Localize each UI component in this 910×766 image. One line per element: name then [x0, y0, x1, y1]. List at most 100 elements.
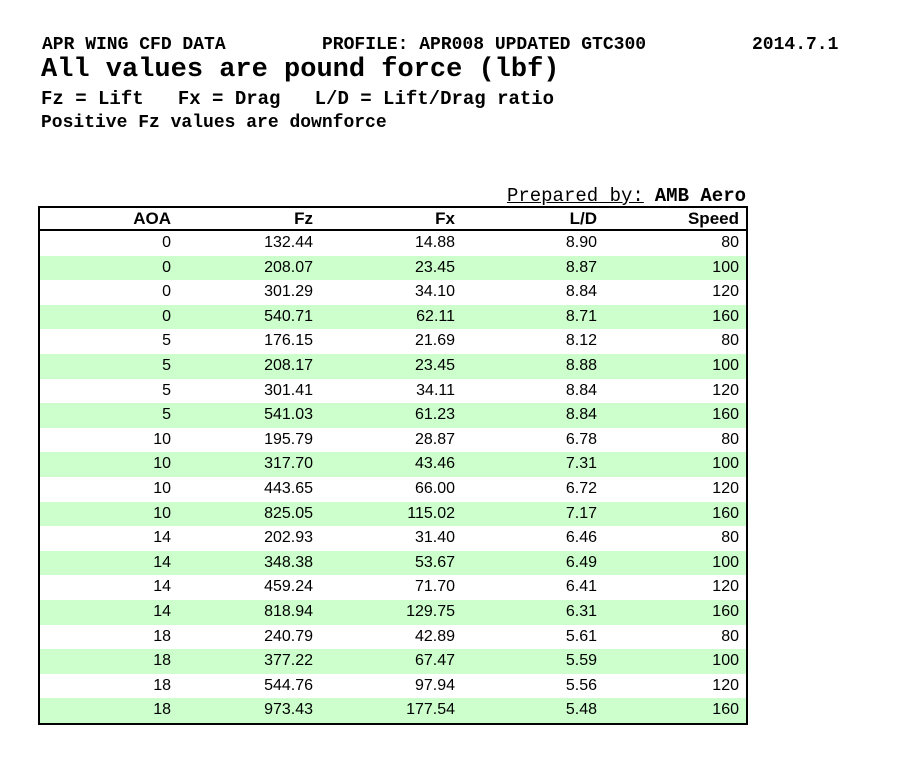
cell-speed: 120	[712, 479, 739, 497]
cell-fz: 459.24	[264, 578, 313, 596]
cell-aoa: 14	[153, 553, 171, 571]
cell-fz: 240.79	[264, 627, 313, 645]
cell-speed: 160	[712, 701, 739, 719]
cell-speed: 120	[712, 676, 739, 694]
column-header-aoa: AOA	[39, 207, 178, 231]
column-header-speed: Speed	[604, 207, 747, 231]
cell-fz: 348.38	[264, 553, 313, 571]
column-header-fz: Fz	[178, 207, 320, 231]
cell-ld: 6.41	[565, 578, 597, 596]
cell-fz: 208.07	[264, 258, 313, 276]
date-label: 2014.7.1	[752, 35, 839, 55]
cell-ld: 8.84	[565, 381, 597, 399]
table-row: 10 825.05 115.02 7.17 160	[39, 501, 747, 527]
cell-fz: 176.15	[264, 332, 313, 350]
cell-ld: 6.78	[565, 430, 597, 448]
cell-ld: 5.56	[565, 676, 597, 694]
cell-speed: 100	[712, 455, 739, 473]
table-row: 0 132.44 14.88 8.90 80	[39, 230, 747, 256]
cell-aoa: 0	[162, 258, 171, 276]
cell-speed: 160	[712, 406, 739, 424]
cell-aoa: 5	[162, 381, 171, 399]
cell-aoa: 18	[153, 676, 171, 694]
cell-aoa: 18	[153, 627, 171, 645]
table-row: 14 818.94 129.75 6.31 160	[39, 599, 747, 625]
cell-speed: 80	[721, 627, 739, 645]
table-row: 10 195.79 28.87 6.78 80	[39, 428, 747, 453]
table-row: 14 459.24 71.70 6.41 120	[39, 575, 747, 600]
table-row: 14 202.93 31.40 6.46 80	[39, 526, 747, 551]
cell-fx: 23.45	[414, 356, 455, 374]
legend-line: Fz = Lift Fx = Drag L/D = Lift/Drag rati…	[41, 88, 555, 110]
cell-fz: 377.22	[264, 652, 313, 670]
prepared-by-line: Prepared by: AMB Aero	[38, 185, 746, 207]
cell-speed: 120	[712, 381, 739, 399]
cell-fz: 132.44	[264, 234, 313, 251]
table-row: 14 348.38 53.67 6.49 100	[39, 550, 747, 576]
table-row: 0 540.71 62.11 8.71 160	[39, 304, 747, 330]
cell-aoa: 0	[162, 307, 171, 325]
cell-fx: 61.23	[414, 406, 455, 424]
cell-ld: 7.31	[565, 455, 597, 473]
cell-speed: 100	[712, 652, 739, 670]
document-title: APR WING CFD DATA	[42, 35, 226, 55]
cell-fx: 129.75	[406, 602, 455, 620]
table-header: AOA Fz Fx L/D Speed	[39, 207, 747, 231]
cell-ld: 6.72	[565, 479, 597, 497]
table-row: 5 176.15 21.69 8.12 80	[39, 329, 747, 354]
document-title-line: APR WING CFD DATA PROFILE: APR008 UPDATE…	[0, 35, 910, 57]
cell-aoa: 14	[153, 578, 171, 596]
cell-fz: 301.41	[264, 381, 313, 399]
cell-fx: 177.54	[406, 701, 455, 719]
cell-speed: 100	[712, 553, 739, 571]
cell-fx: 34.10	[414, 283, 455, 301]
table-header-row: AOA Fz Fx L/D Speed	[39, 207, 747, 231]
cell-fz: 301.29	[264, 283, 313, 301]
column-header-fx: Fx	[320, 207, 462, 231]
cell-aoa: 14	[153, 602, 171, 620]
cell-speed: 80	[721, 234, 739, 251]
cell-fx: 115.02	[407, 504, 455, 522]
cell-aoa: 5	[162, 356, 171, 374]
cell-fz: 540.71	[264, 307, 313, 325]
cell-fx: 53.67	[414, 553, 455, 571]
cell-speed: 100	[712, 258, 739, 276]
cell-fx: 67.47	[414, 652, 455, 670]
cell-fz: 317.70	[264, 455, 313, 473]
downforce-note: Positive Fz values are downforce	[41, 113, 387, 133]
cell-aoa: 5	[162, 332, 171, 350]
table-row: 10 443.65 66.00 6.72 120	[39, 477, 747, 502]
cell-speed: 80	[721, 332, 739, 350]
cell-ld: 8.12	[565, 332, 597, 350]
cell-fx: 14.88	[414, 234, 455, 251]
cell-ld: 8.71	[565, 307, 597, 325]
cell-ld: 6.46	[565, 529, 597, 547]
cell-fx: 23.45	[414, 258, 455, 276]
cell-fx: 42.89	[414, 627, 455, 645]
cell-aoa: 10	[153, 479, 171, 497]
cell-fx: 43.46	[414, 455, 455, 473]
cell-speed: 160	[712, 602, 739, 620]
cell-speed: 160	[712, 307, 739, 325]
cell-fx: 28.87	[414, 430, 455, 448]
cell-speed: 100	[712, 356, 739, 374]
cell-aoa: 0	[162, 234, 171, 251]
cell-aoa: 18	[153, 652, 171, 670]
table-row: 0 301.29 34.10 8.84 120	[39, 280, 747, 305]
cell-fz: 818.94	[264, 602, 313, 620]
cell-fx: 62.11	[416, 307, 455, 325]
cell-fz: 195.79	[264, 430, 313, 448]
table-row: 18 240.79 42.89 5.61 80	[39, 625, 747, 650]
cell-fz: 544.76	[264, 676, 313, 694]
cell-fz: 443.65	[264, 479, 313, 497]
cell-fx: 31.40	[414, 529, 455, 547]
cell-aoa: 10	[153, 455, 171, 473]
cell-ld: 8.87	[565, 258, 597, 276]
cell-fz: 202.93	[264, 529, 313, 547]
cell-fz: 208.17	[264, 356, 313, 374]
cell-aoa: 0	[162, 283, 171, 301]
prepared-by-value: AMB Aero	[654, 185, 746, 207]
table-row: 18 377.22 67.47 5.59 100	[39, 649, 747, 674]
cell-aoa: 5	[162, 406, 171, 424]
column-header-ld: L/D	[462, 207, 604, 231]
